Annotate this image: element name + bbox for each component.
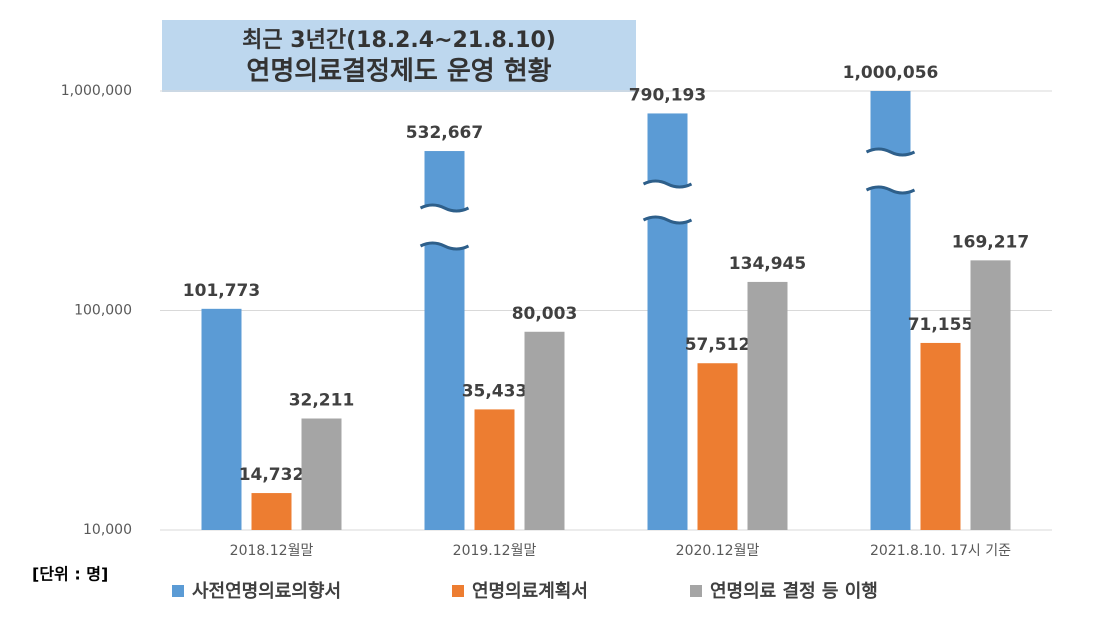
axis-break-line (419, 203, 470, 251)
bar (251, 493, 292, 530)
value-label: 1,000,056 (843, 63, 939, 83)
title-box (162, 20, 636, 92)
bar (301, 418, 342, 530)
legend-swatch (172, 585, 184, 597)
chart-subtitle: 연명의료결정제도 운영 현황 (246, 57, 551, 87)
value-label: 169,217 (952, 232, 1029, 252)
y-tick-label: 10,000 (83, 522, 132, 538)
value-label: 134,945 (729, 254, 806, 274)
bar (474, 409, 515, 530)
bar (920, 342, 961, 530)
bar (747, 281, 788, 530)
value-label: 14,732 (239, 465, 305, 485)
axis-break (420, 205, 469, 249)
axis-break (643, 181, 692, 223)
bar (647, 113, 688, 530)
y-tick-label: 100,000 (74, 303, 132, 319)
value-label: 101,773 (183, 281, 260, 301)
bar (970, 260, 1011, 530)
value-label: 790,193 (629, 85, 706, 105)
x-tick-label: 2021.8.10. 17시 기준 (870, 543, 1011, 559)
axis-break-line (642, 179, 693, 225)
value-label: 80,003 (512, 304, 578, 324)
axis-break-line (865, 147, 916, 195)
chart-title: 최근 3년간(18.2.4~21.8.10) (242, 28, 556, 53)
value-label: 57,512 (685, 335, 751, 355)
legend-label: 연명의료 결정 등 이행 (710, 581, 878, 602)
value-label: 532,667 (406, 123, 483, 143)
x-tick-label: 2018.12월말 (230, 543, 314, 559)
x-tick-label: 2019.12월말 (453, 543, 537, 559)
legend-swatch (452, 585, 464, 597)
legend-label: 사전연명의료의향서 (192, 581, 341, 602)
bar (524, 331, 565, 530)
bar (697, 363, 738, 530)
legend-swatch (690, 585, 702, 597)
axis-break (866, 149, 915, 193)
value-label: 32,211 (289, 390, 355, 410)
value-label: 71,155 (908, 315, 974, 335)
value-label: 35,433 (462, 381, 528, 401)
legend-label: 연명의료계획서 (472, 581, 588, 602)
x-tick-label: 2020.12월말 (676, 543, 760, 559)
y-tick-label: 1,000,000 (61, 83, 132, 99)
bar (201, 308, 242, 530)
unit-label: [단위 : 명] (32, 565, 108, 584)
